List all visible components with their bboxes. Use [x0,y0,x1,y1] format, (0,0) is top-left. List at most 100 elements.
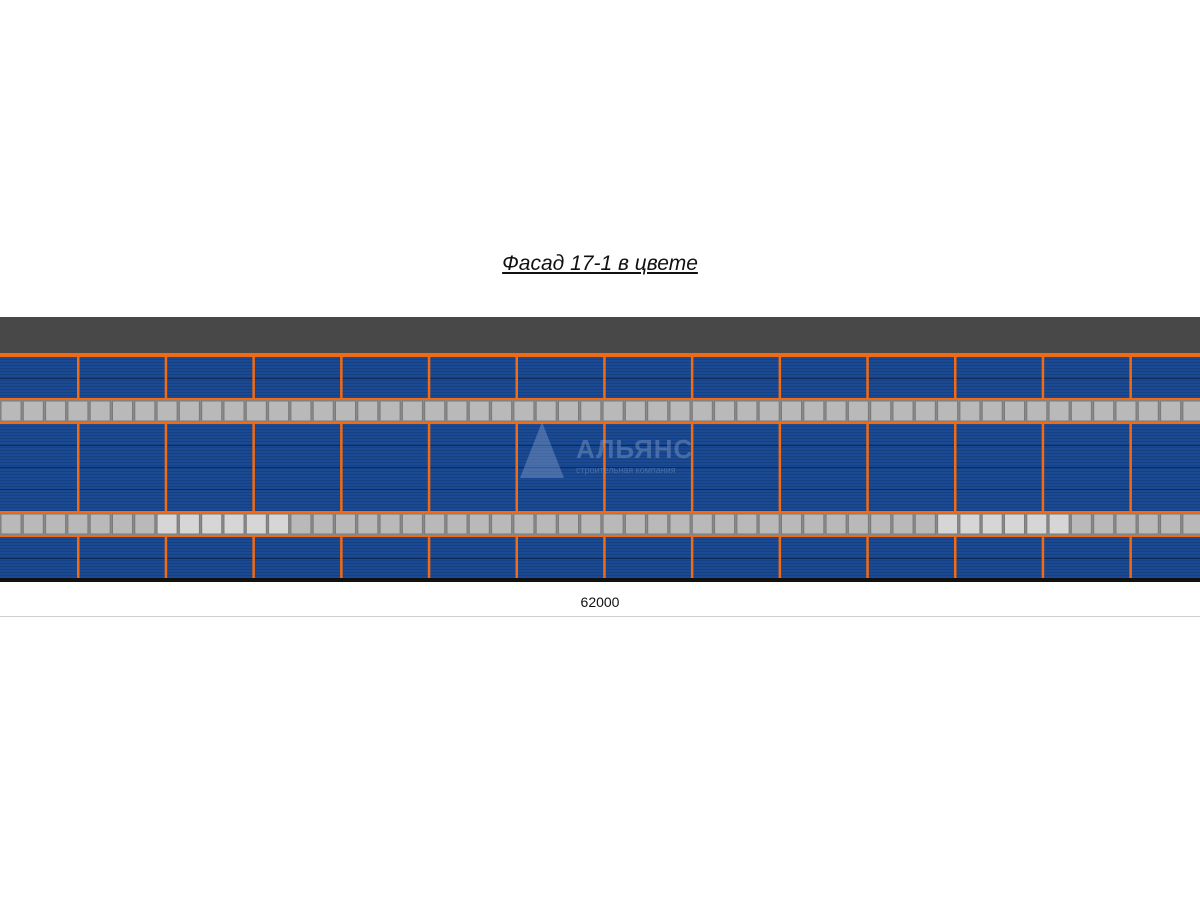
cladding-rib [0,477,1200,478]
window-pane [624,400,646,422]
window-pane [691,400,713,422]
window-pane [1070,400,1092,422]
window-pane [1048,400,1070,422]
window-pane [357,400,379,422]
window-strip-trim [0,398,1200,400]
window-pane [134,513,156,535]
window-pane [803,513,825,535]
window-pane [803,400,825,422]
cladding-rib [0,566,1200,567]
window-pane [201,400,223,422]
window-pane [513,513,535,535]
window-pane [758,400,780,422]
window-pane [1026,400,1048,422]
column-line [1129,424,1132,512]
panel-joint [0,467,1200,468]
window-pane [178,513,200,535]
window-pane [468,400,490,422]
window-pane [491,513,513,535]
roof-parapet [0,317,1200,353]
window-pane [178,400,200,422]
cladding-rib [0,572,1200,573]
window-pane [558,513,579,535]
window-pane [914,513,936,535]
cladding-rib [0,456,1200,457]
column-line [954,357,957,398]
window-pane [290,400,312,422]
cladding-rib [0,575,1200,576]
column-line [690,357,694,398]
window-pane [468,513,490,535]
cladding-rib [0,441,1200,442]
cladding-rib [0,374,1200,375]
window-pane [0,400,22,422]
window-pane [245,513,267,535]
cladding-rib [0,365,1200,366]
window-pane [937,513,959,535]
window-pane [1093,513,1115,535]
column-line [252,424,255,512]
column-line [690,537,694,578]
column-line [515,537,518,578]
window-pane [89,513,111,535]
cladding-rib [0,486,1200,487]
cladding-rib [0,495,1200,496]
cladding-rib [0,359,1200,360]
window-pane [1026,513,1048,535]
logo-triangle-icon [520,422,564,478]
window-pane [424,513,446,535]
facade-elevation [0,317,1200,582]
window-pane [513,400,535,422]
cladding-rib [0,483,1200,484]
window-pane [1182,513,1200,535]
window-pane [401,513,423,535]
window-pane [558,400,579,422]
window-strip-trim [0,511,1200,513]
window-pane [446,400,468,422]
window-pane [134,400,156,422]
window-pane [1115,513,1137,535]
window-pane [691,513,713,535]
window-pane [981,400,1003,422]
cladding-rib [0,389,1200,390]
watermark-name: АЛЬЯНС [576,434,694,464]
window-pane [312,513,334,535]
window-pane [1160,400,1182,422]
column-line [427,357,431,398]
window-pane [379,513,401,535]
window-pane [647,513,669,535]
window-pane [736,400,758,422]
window-pane [379,400,401,422]
column-line [340,357,343,398]
cladding-rib [0,501,1200,502]
window-pane [22,513,44,535]
cladding-rib [0,392,1200,393]
window-pane [602,400,624,422]
panel-joint [0,445,1200,446]
panel-joint [0,558,1200,559]
cladding-rib [0,492,1200,493]
cladding-rib [0,435,1200,436]
window-pane [1182,400,1200,422]
window-pane [223,400,245,422]
window-pane [892,400,914,422]
window-pane [156,513,178,535]
window-pane [268,513,290,535]
column-line [1041,424,1045,512]
base-line [0,578,1200,582]
cladding-rib [0,480,1200,481]
panel-joint [0,489,1200,490]
window-pane [223,513,245,535]
cladding-rib [0,368,1200,369]
watermark-subtitle: строительная компания [576,465,676,475]
window-pane [847,513,869,535]
cladding-rib [0,462,1200,463]
window-pane [201,513,223,535]
column-line [427,537,431,578]
window-pane [312,400,334,422]
window-pane [580,400,602,422]
window-pane [624,513,646,535]
cladding-rib [0,447,1200,448]
window-pane [245,400,267,422]
cladding-rib [0,498,1200,499]
